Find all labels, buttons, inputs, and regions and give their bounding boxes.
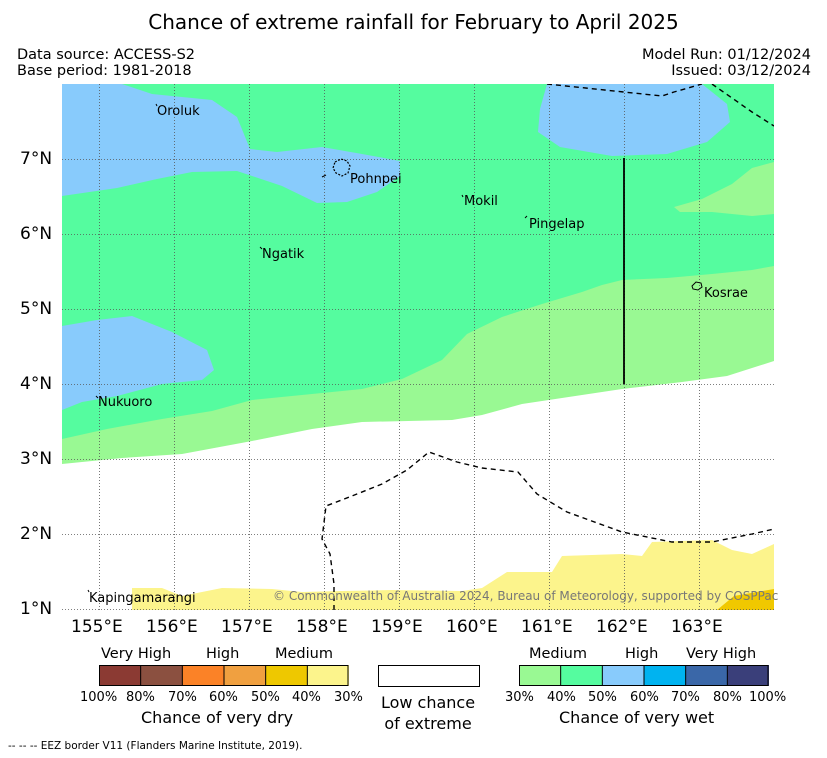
wet-swatch-30-40: [519, 665, 561, 686]
lat-label: 7°N: [20, 149, 53, 169]
model-run: Model Run: 01/12/2024: [641, 47, 811, 63]
lon-label: 155°E: [71, 617, 123, 637]
dry-tick: 60%: [209, 690, 238, 705]
pohnpei-islet: [321, 174, 327, 178]
place-label-pohnpei: Pohnpei: [350, 172, 402, 187]
data-source: Data source: ACCESS-S2: [17, 47, 196, 63]
dry-swatch-40-30: [307, 665, 349, 686]
wet-40-50-region: [62, 84, 774, 439]
lat-label: 4°N: [20, 374, 53, 394]
lat-label: 1°N: [20, 599, 53, 619]
wet-colorbar: [519, 665, 769, 686]
dry-swatch-100-80: [99, 665, 141, 686]
pohnpei-island: [332, 158, 351, 177]
copyright-notice: © Commonwealth of Australia 2024, Bureau…: [273, 589, 779, 603]
dry-group-high: High: [206, 646, 240, 662]
dry-tick: 100%: [80, 690, 118, 705]
dry-colorbar-label: Chance of very dry: [141, 708, 294, 727]
dry-swatch-50-40: [265, 665, 308, 686]
eez-border: [321, 84, 774, 610]
wet-high-region-southwest: [62, 316, 214, 410]
lon-label: 158°E: [296, 617, 348, 637]
place-label-kapingamarangi: Kapingamarangi: [89, 591, 196, 606]
wet-tick: 40%: [547, 690, 576, 705]
low-chance-swatch: [378, 665, 480, 687]
dry-swatch-70-60: [182, 665, 224, 686]
dry-group-medium: Medium: [275, 646, 333, 662]
dry-tick: 70%: [168, 690, 197, 705]
dry-swatch-80-70: [140, 665, 183, 686]
wet-group-high: High: [625, 646, 659, 662]
lat-label: 3°N: [20, 449, 53, 469]
atoll-markers: [87, 103, 528, 593]
dry-group-very-high: Very High: [101, 646, 172, 662]
place-label-ngatik: Ngatik: [262, 247, 305, 262]
wet-tick: 30%: [505, 690, 534, 705]
wet-swatch-80-100: [727, 665, 769, 686]
wet-tick: 60%: [630, 690, 659, 705]
wet-swatch-50-60: [602, 665, 644, 686]
wet-high-region-northeast: [538, 84, 730, 156]
kosrae-island: [691, 281, 703, 291]
wet-high-region-west: [62, 84, 400, 203]
lat-label: 2°N: [20, 524, 53, 544]
lon-label: 162°E: [596, 617, 648, 637]
lon-label: 163°E: [671, 617, 723, 637]
lon-label: 161°E: [521, 617, 573, 637]
lon-label: 159°E: [371, 617, 423, 637]
dry-tick: 80%: [126, 690, 155, 705]
wet-swatch-70-80: [685, 665, 728, 686]
issued-date: Issued: 03/12/2024: [671, 63, 811, 79]
lat-label: 6°N: [20, 224, 53, 244]
wet-tick: 70%: [671, 690, 700, 705]
place-label-pingelap: Pingelap: [529, 217, 585, 232]
wet-swatch-40-50: [560, 665, 603, 686]
lon-label: 157°E: [221, 617, 273, 637]
place-label-kosrae: Kosrae: [704, 286, 748, 301]
dry-tick: 30%: [334, 690, 363, 705]
map-title: Chance of extreme rainfall for February …: [148, 10, 679, 34]
dry-colorbar: [99, 665, 349, 686]
low-chance-label-line1: Low chance: [380, 693, 476, 712]
dry-swatch-60-50: [224, 665, 266, 686]
wet-tick: 80%: [713, 690, 742, 705]
dry-tick: 50%: [251, 690, 280, 705]
place-label-mokil: Mokil: [464, 194, 498, 209]
dry-40-50-region: [717, 589, 774, 610]
wet-group-very-high: Very High: [686, 646, 757, 662]
lon-label: 160°E: [446, 617, 498, 637]
rainfall-map: [62, 84, 774, 610]
lon-label: 156°E: [146, 617, 198, 637]
wet-group-medium: Medium: [529, 646, 587, 662]
place-label-oroluk: Oroluk: [157, 104, 200, 119]
lat-label: 5°N: [20, 299, 53, 319]
wet-tick: 100%: [749, 690, 787, 705]
base-period: Base period: 1981-2018: [17, 63, 192, 79]
place-label-nukuoro: Nukuoro: [98, 395, 153, 410]
wet-tick: 50%: [588, 690, 617, 705]
low-chance-label-line2: of extreme: [384, 714, 472, 733]
wet-swatch-60-70: [644, 665, 686, 686]
dry-tick: 40%: [292, 690, 321, 705]
dry-medium-region: [132, 540, 774, 610]
wet-colorbar-label: Chance of very wet: [559, 708, 715, 727]
eez-footnote: -- -- -- EEZ border V11 (Flanders Marine…: [8, 740, 303, 752]
